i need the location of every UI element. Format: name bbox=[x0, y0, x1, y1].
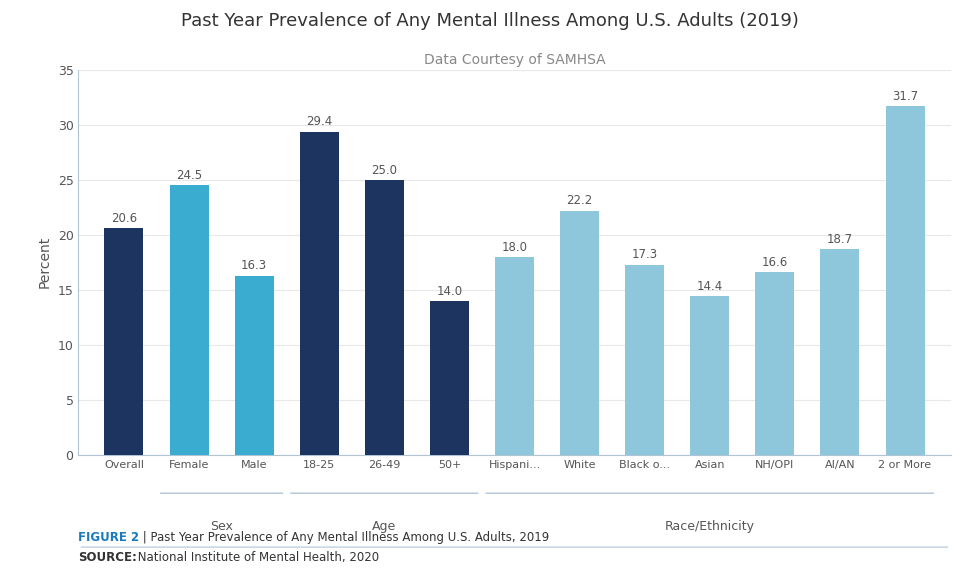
Text: | Past Year Prevalence of Any Mental Illness Among U.S. Adults, 2019: | Past Year Prevalence of Any Mental Ill… bbox=[139, 531, 550, 543]
Bar bbox=[625, 265, 664, 455]
Text: 16.6: 16.6 bbox=[761, 256, 788, 269]
Bar bbox=[495, 257, 534, 455]
Text: 17.3: 17.3 bbox=[632, 248, 658, 261]
Bar bbox=[690, 296, 729, 455]
Text: Race/Ethnicity: Race/Ethnicity bbox=[664, 520, 755, 533]
Bar bbox=[756, 272, 795, 455]
Text: SOURCE:: SOURCE: bbox=[78, 551, 137, 564]
Text: Sex: Sex bbox=[210, 520, 233, 533]
Bar bbox=[560, 210, 599, 455]
Text: 16.3: 16.3 bbox=[241, 259, 268, 272]
Text: 18.7: 18.7 bbox=[827, 233, 853, 246]
Bar bbox=[300, 132, 339, 455]
Text: 29.4: 29.4 bbox=[306, 115, 332, 128]
Bar bbox=[430, 301, 469, 455]
Text: 14.0: 14.0 bbox=[436, 285, 463, 297]
Text: 14.4: 14.4 bbox=[697, 280, 723, 293]
Bar bbox=[170, 185, 209, 455]
Text: Past Year Prevalence of Any Mental Illness Among U.S. Adults (2019): Past Year Prevalence of Any Mental Illne… bbox=[181, 12, 799, 30]
Bar bbox=[365, 180, 404, 455]
Text: FIGURE 2: FIGURE 2 bbox=[78, 531, 139, 543]
Text: 20.6: 20.6 bbox=[111, 212, 137, 225]
Text: 25.0: 25.0 bbox=[371, 164, 397, 177]
Text: 18.0: 18.0 bbox=[502, 241, 527, 254]
Text: 22.2: 22.2 bbox=[566, 194, 593, 208]
Bar bbox=[820, 249, 859, 455]
Text: 24.5: 24.5 bbox=[176, 169, 202, 182]
Text: Age: Age bbox=[372, 520, 397, 533]
Bar bbox=[886, 106, 924, 455]
Bar bbox=[234, 276, 273, 455]
Title: Data Courtesy of SAMHSA: Data Courtesy of SAMHSA bbox=[423, 54, 606, 68]
Y-axis label: Percent: Percent bbox=[38, 236, 52, 289]
Bar bbox=[105, 229, 143, 455]
Text: 31.7: 31.7 bbox=[892, 90, 918, 103]
Text: National Institute of Mental Health, 2020: National Institute of Mental Health, 202… bbox=[134, 551, 379, 564]
